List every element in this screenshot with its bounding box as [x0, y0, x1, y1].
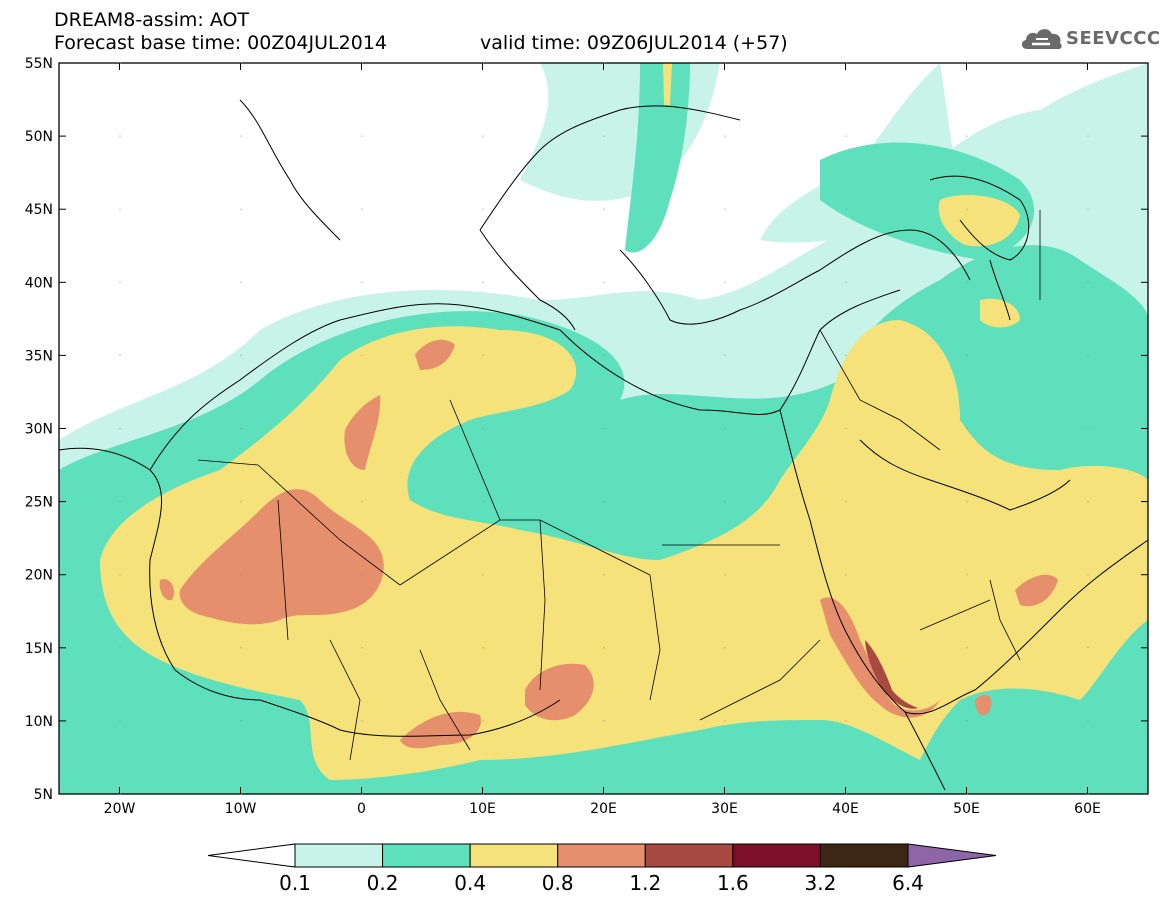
- colorbar-label: 0.1: [279, 871, 311, 895]
- lon-tick-label: 20W: [104, 801, 136, 817]
- lon-tick-label: 30E: [711, 801, 738, 817]
- colorbar-label: 0.2: [367, 871, 399, 895]
- colorbar-under-arrow: [207, 843, 296, 868]
- lat-tick-label: 20N: [25, 568, 53, 584]
- colorbar-label: 3.2: [805, 871, 837, 895]
- lon-tick-label: 60E: [1074, 801, 1101, 817]
- lat-tick-label: 35N: [25, 348, 53, 364]
- colorbar-swatch: [469, 843, 559, 868]
- lon-tick-label: 10W: [225, 801, 257, 817]
- valid-time-label: valid time: 09Z06JUL2014 (+57): [480, 32, 788, 54]
- colorbar-swatch: [382, 843, 471, 868]
- colorbar-swatch: [644, 843, 734, 868]
- lat-tick-label: 55N: [25, 56, 53, 72]
- latitude-axis: 55N 50N 45N 40N 35N 30N 25N 20N 15N 10N 5N: [25, 56, 1148, 803]
- colorbar-label: 0.4: [454, 871, 486, 895]
- colorbar-label: 1.6: [717, 871, 749, 895]
- lat-tick-label: 15N: [25, 641, 53, 657]
- lon-tick-label: 10E: [469, 801, 496, 817]
- lat-tick-label: 40N: [25, 275, 53, 291]
- colorbar-swatch: [557, 843, 646, 868]
- base-time-label: Forecast base time: 00Z04JUL2014: [54, 32, 387, 54]
- colorbar-label: 0.8: [542, 871, 574, 895]
- longitude-axis: 20W 10W 0 10E 20E 30E 40E 50E 60E: [104, 63, 1101, 817]
- colorbar-over-arrow: [907, 843, 997, 868]
- colorbar-label: 6.4: [892, 871, 924, 895]
- lon-tick-label: 50E: [953, 801, 980, 817]
- lon-tick-label: 20E: [590, 801, 617, 817]
- colorbar: 0.1 0.2 0.4 0.8 1.2 1.6 3.2 6.4: [207, 843, 997, 895]
- coastlines: [59, 99, 1148, 791]
- lat-tick-label: 45N: [25, 202, 53, 218]
- lat-tick-label: 30N: [25, 422, 53, 438]
- seevccc-logo: SEEVCCC: [1018, 22, 1161, 54]
- map-title: DREAM8-assim: AOT: [54, 9, 250, 31]
- lat-tick-label: 5N: [34, 787, 53, 803]
- lat-tick-label: 50N: [25, 129, 53, 145]
- colorbar-swatch: [819, 843, 909, 868]
- lat-tick-label: 10N: [25, 714, 53, 730]
- colorbar-swatch: [732, 843, 821, 868]
- colorbar-swatch: [294, 843, 384, 868]
- lon-tick-label: 40E: [832, 801, 859, 817]
- logo-text: SEEVCCC: [1066, 28, 1161, 49]
- lon-tick-label: 0: [357, 801, 366, 817]
- colorbar-label: 1.2: [629, 871, 661, 895]
- cloud-icon: [1021, 29, 1062, 50]
- borders: [197, 210, 1041, 761]
- lat-tick-label: 25N: [25, 495, 53, 511]
